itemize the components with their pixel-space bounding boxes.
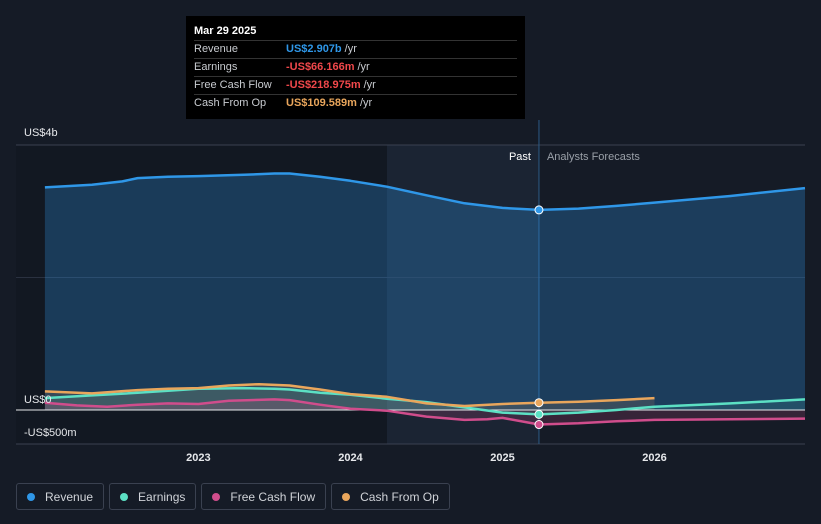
free_cash_flow-area: [44, 399, 805, 425]
legend-item-earnings[interactable]: Earnings: [109, 483, 197, 510]
past-label: Past: [509, 151, 531, 163]
y-label-zero: US$0: [24, 394, 52, 406]
legend-item-cash-from-op[interactable]: Cash From Op: [331, 483, 450, 510]
tooltip-unit: /yr: [357, 61, 370, 73]
cash_from_op-marker: [534, 398, 544, 408]
legend-dot-icon: [212, 492, 221, 501]
free_cash_flow-line-past: [44, 398, 540, 426]
highlight-region: [386, 145, 539, 444]
tooltip-value: US$109.589m: [286, 97, 357, 109]
legend: Revenue Earnings Free Cash Flow Cash Fro…: [16, 483, 450, 511]
tooltip-row-earnings: Earnings -US$66.166m /yr: [194, 59, 517, 77]
earnings-line-forecast: [538, 398, 806, 416]
tooltip-label: Free Cash Flow: [194, 79, 272, 91]
x-tick-2023: 2023: [186, 452, 210, 464]
tooltip-label: Revenue: [194, 43, 239, 55]
revenue-marker: [534, 205, 544, 215]
y-label-top: US$4b: [24, 127, 58, 139]
x-tick-2025: 2025: [490, 452, 514, 464]
tooltip-unit: /yr: [363, 79, 376, 91]
tooltip-unit: /yr: [344, 43, 357, 55]
cash_from_op-line-past: [44, 382, 540, 408]
revenue-area: [44, 173, 805, 410]
tooltip-value: -US$218.975m: [286, 79, 361, 91]
earnings-marker: [534, 409, 544, 419]
tooltip-value: -US$66.166m: [286, 61, 355, 73]
legend-dot-icon: [342, 492, 351, 501]
legend-label: Earnings: [138, 489, 186, 504]
legend-dot-icon: [27, 492, 35, 501]
revenue-line-past: [44, 172, 540, 212]
tooltip-date: Mar 29 2025: [194, 22, 517, 41]
tooltip-row-revenue: Revenue US$2.907b /yr: [194, 41, 517, 59]
tooltip-row-free-cash-flow: Free Cash Flow -US$218.975m /yr: [194, 77, 517, 95]
tooltip-label: Cash From Op: [194, 97, 267, 109]
x-tick-2024: 2024: [338, 452, 363, 464]
legend-label: Cash From Op: [360, 489, 439, 504]
revenue-line-forecast: [538, 186, 806, 212]
free_cash_flow-line-forecast: [538, 417, 806, 426]
forecast-label: Analysts Forecasts: [547, 151, 640, 163]
tooltip-label: Earnings: [194, 61, 238, 73]
legend-item-revenue[interactable]: Revenue: [16, 483, 105, 510]
y-label-bottom: -US$500m: [24, 427, 77, 439]
cash_from_op-line-forecast: [538, 396, 655, 404]
legend-item-free-cash-flow[interactable]: Free Cash Flow: [201, 483, 327, 510]
tooltip-unit: /yr: [359, 97, 373, 109]
legend-dot-icon: [120, 492, 129, 501]
earnings-area: [44, 388, 805, 415]
free_cash_flow-marker: [534, 420, 544, 430]
tooltip-row-cash-from-op: Cash From Op US$109.589m /yr: [194, 95, 517, 112]
x-tick-2026: 2026: [642, 452, 666, 464]
tooltip: Mar 29 2025 Revenue US$2.907b /yr Earnin…: [186, 16, 525, 119]
legend-label: Revenue: [45, 489, 94, 504]
legend-label: Free Cash Flow: [230, 489, 316, 504]
tooltip-value: US$2.907b: [286, 43, 342, 55]
